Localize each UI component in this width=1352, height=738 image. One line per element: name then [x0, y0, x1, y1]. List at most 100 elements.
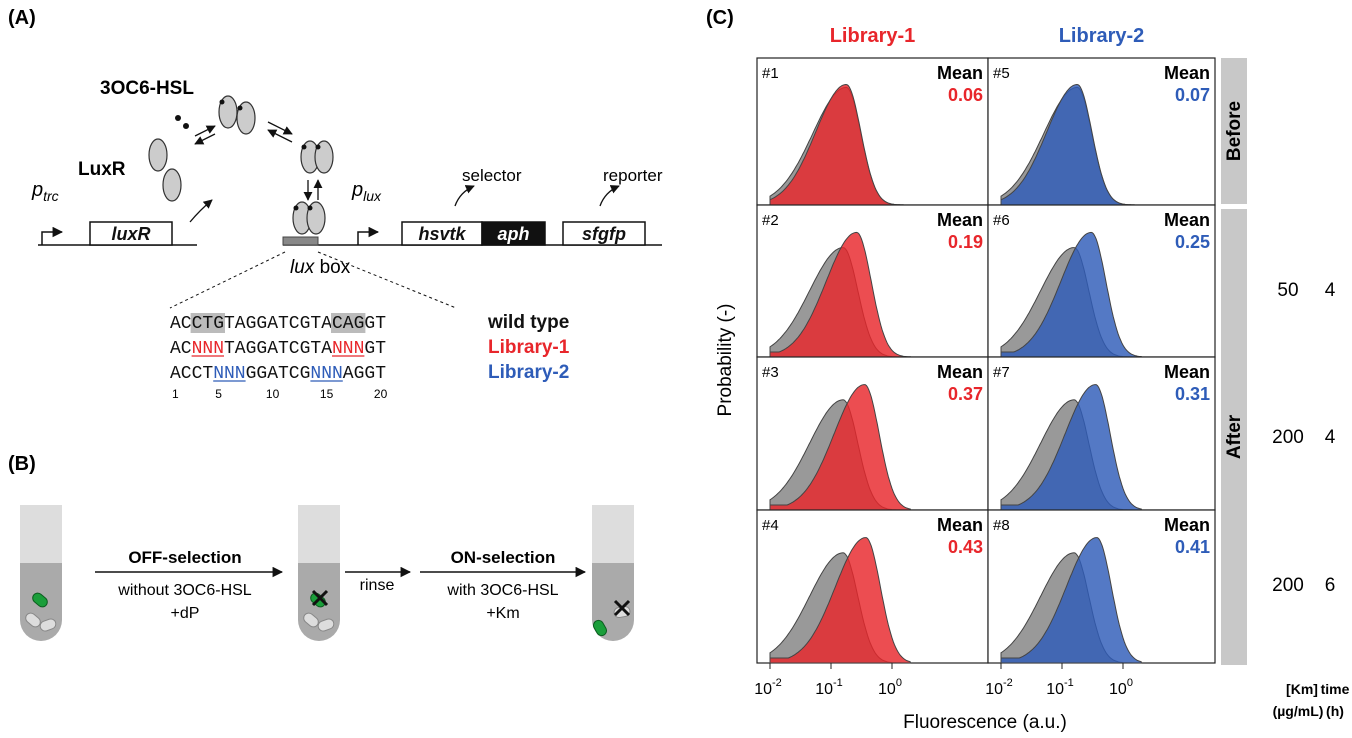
protein-label: LuxR: [78, 159, 126, 180]
mean-value: 0.37: [948, 384, 983, 404]
mean-value: 0.25: [1175, 232, 1210, 252]
bound-inducer: [316, 145, 321, 150]
plot-id: #7: [993, 364, 1010, 381]
position-label: 1: [172, 387, 179, 401]
position-label: 10: [266, 387, 280, 401]
step-label: ON-selection: [451, 548, 556, 567]
bound-inducer: [294, 206, 299, 211]
promoter-sub: lux: [363, 188, 382, 204]
mean-label: Mean: [937, 515, 983, 535]
mean-label: Mean: [937, 63, 983, 83]
x-tick-label: 100: [1109, 677, 1133, 698]
arrow: [195, 126, 215, 136]
sequence-name: Library-1: [488, 337, 570, 358]
sequence-name: wild type: [487, 312, 569, 333]
tick-base: 10: [1109, 681, 1127, 698]
mean-value: 0.06: [948, 85, 983, 105]
luxr-protein: [149, 139, 167, 171]
bound-inducer: [302, 145, 307, 150]
plot-id: #5: [993, 65, 1010, 82]
tick-exp: -2: [1003, 677, 1013, 689]
time-value: 6: [1325, 575, 1336, 596]
tick-base: 10: [985, 681, 1003, 698]
tick-base: 10: [815, 681, 833, 698]
lux-box-label: lux box: [290, 257, 351, 278]
km-value: 200: [1272, 575, 1304, 596]
mean-label: Mean: [1164, 362, 1210, 382]
gene-label: aph: [497, 224, 529, 244]
tick-base: 10: [1046, 681, 1064, 698]
mean-value: 0.07: [1175, 85, 1210, 105]
sequence-segment: GGATCG: [246, 364, 311, 384]
time-unit: (h): [1326, 703, 1344, 719]
library-title: Library-2: [1059, 25, 1145, 47]
promoter-arrow: [42, 232, 62, 245]
mean-value: 0.31: [1175, 384, 1210, 404]
step-label: OFF-selection: [128, 548, 241, 567]
position-label: 5: [215, 387, 222, 401]
step-condition: with 3OC6-HSL: [446, 582, 558, 599]
x-tick-label: 10-1: [815, 677, 843, 698]
step-condition: without 3OC6-HSL: [117, 582, 251, 599]
sequence-segment: TAGGATCGTA: [224, 339, 332, 359]
tick-base: 10: [878, 681, 896, 698]
step-drug: +Km: [486, 605, 519, 622]
sequence-segment: ACCT: [170, 364, 213, 384]
time-value: 4: [1325, 427, 1336, 448]
tube-cap: [592, 505, 634, 563]
gene-label: hsvtk: [418, 224, 466, 244]
sequence-name: Library-2: [488, 362, 569, 383]
panel-label: (C): [706, 7, 734, 29]
km-value: 50: [1277, 280, 1298, 301]
tick-exp: -1: [1064, 677, 1074, 689]
promoter-label: ptrc: [31, 179, 59, 204]
mean-label: Mean: [1164, 515, 1210, 535]
state-label: Before: [1224, 101, 1245, 161]
tick-exp: -1: [833, 677, 843, 689]
position-label: 15: [320, 387, 334, 401]
inducer-dot: [183, 123, 189, 129]
sequence-segment: CTG: [192, 314, 224, 334]
mean-label: Mean: [937, 362, 983, 382]
arrow: [600, 186, 619, 206]
promoter-base: p: [31, 179, 43, 201]
promoter-base: p: [351, 179, 363, 201]
zoom-line: [170, 252, 285, 308]
tick-exp: 0: [896, 677, 902, 689]
promoter-sub: trc: [43, 188, 59, 204]
step-label: rinse: [360, 577, 395, 594]
panel-label: (A): [8, 7, 36, 29]
bound-inducer: [308, 206, 313, 211]
tick-exp: -2: [772, 677, 782, 689]
step-drug: +dP: [171, 605, 200, 622]
selector-label: selector: [462, 166, 522, 185]
plot-id: #1: [762, 65, 779, 82]
sequence-segment: NNN: [192, 339, 224, 359]
km-header: [Km]: [1286, 681, 1318, 697]
mean-label: Mean: [937, 210, 983, 230]
km-value: 200: [1272, 427, 1304, 448]
plot-id: #4: [762, 517, 779, 534]
bound-inducer: [220, 100, 225, 105]
mean-label: Mean: [1164, 63, 1210, 83]
arrow: [455, 186, 474, 206]
reporter-label: reporter: [603, 166, 663, 185]
mean-label: Mean: [1164, 210, 1210, 230]
mean-value: 0.41: [1175, 537, 1210, 557]
promoter-label: plux: [351, 179, 382, 204]
x-axis-title: Fluorescence (a.u.): [903, 712, 1067, 733]
tick-exp: 0: [1127, 677, 1133, 689]
plot-id: #6: [993, 212, 1010, 229]
arrow: [195, 134, 215, 144]
time-value: 4: [1325, 280, 1336, 301]
position-label: 20: [374, 387, 388, 401]
lux-italic: lux: [290, 257, 316, 278]
sequence-segment: TAGGATCGTA: [224, 314, 332, 334]
gene-label: sfgfp: [582, 224, 626, 244]
sequence-segment: GT: [364, 339, 386, 359]
km-unit: (µg/mL): [1273, 703, 1324, 719]
panel-label: (B): [8, 453, 36, 475]
library-title: Library-1: [830, 25, 916, 47]
sequence-segment: AC: [170, 314, 192, 334]
sequence-segment: NNN: [213, 364, 245, 384]
